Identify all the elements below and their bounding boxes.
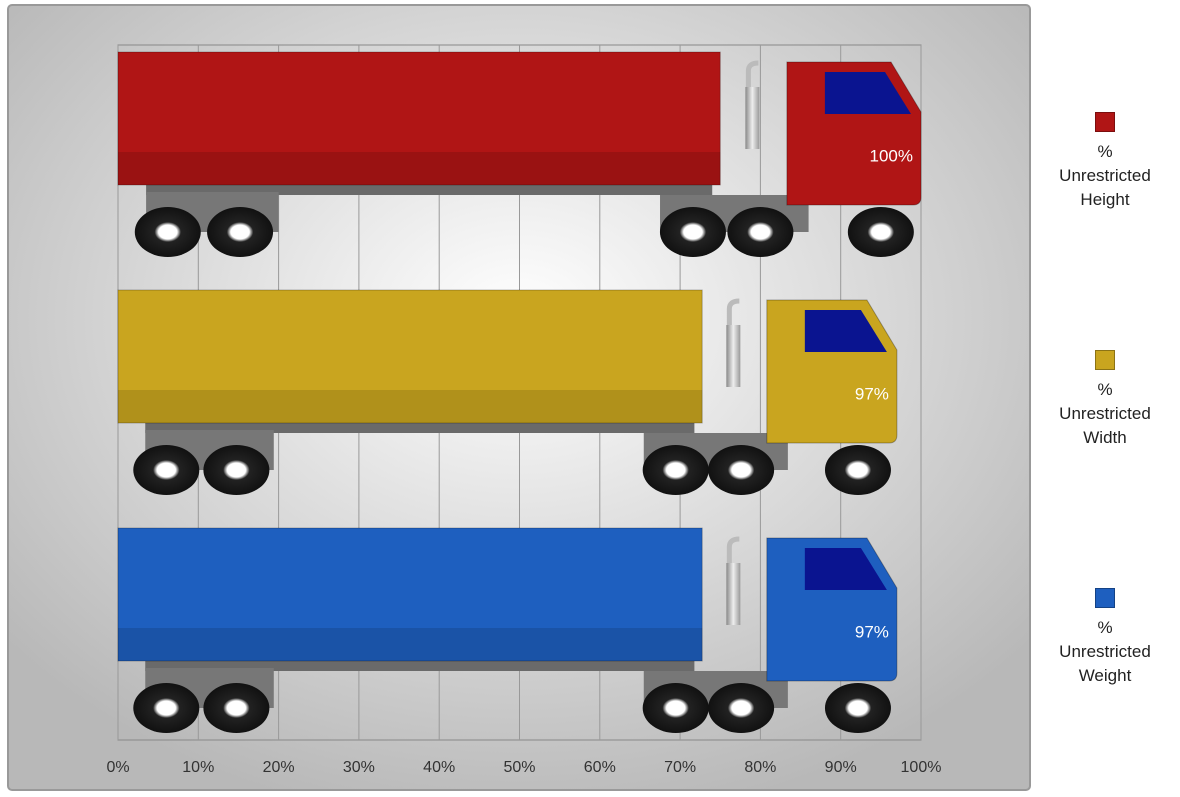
- legend-label: % Unrestricted Height: [1059, 142, 1151, 209]
- legend-swatch: [1095, 350, 1115, 370]
- x-tick-label: 90%: [825, 759, 857, 776]
- legend-label: % Unrestricted Width: [1059, 380, 1151, 447]
- trailer: [117, 527, 703, 662]
- exhaust-tip: [726, 536, 740, 563]
- wheel: [642, 683, 709, 733]
- x-tick-label: 40%: [423, 759, 455, 776]
- wheel: [659, 207, 726, 257]
- exhaust: [726, 563, 741, 625]
- wheel: [207, 207, 274, 257]
- legend-entry: % Unrestricted Height: [1030, 112, 1180, 212]
- wheel: [847, 207, 914, 257]
- cab-window: [804, 310, 887, 352]
- wheel: [824, 445, 891, 495]
- trailer-shade: [118, 628, 703, 661]
- plot: 100% 97% 97%: [117, 51, 922, 733]
- trailer: [117, 51, 721, 186]
- wheel: [824, 683, 891, 733]
- wheel: [133, 683, 200, 733]
- chassis: [145, 661, 695, 671]
- legend-swatch: [1095, 112, 1115, 132]
- x-tick-label: 30%: [343, 759, 375, 776]
- truck-bar: [117, 527, 898, 733]
- wheel: [133, 445, 200, 495]
- x-tick-label: 10%: [182, 759, 214, 776]
- wheel: [134, 207, 201, 257]
- x-tick-label: 50%: [503, 759, 535, 776]
- wheel: [708, 683, 775, 733]
- x-tick-label: 60%: [584, 759, 616, 776]
- cab-window: [824, 72, 911, 114]
- exhaust-tip: [745, 60, 759, 87]
- wheel: [708, 445, 775, 495]
- legend-swatch: [1095, 588, 1115, 608]
- exhaust: [745, 87, 760, 149]
- wheel: [727, 207, 794, 257]
- value-label: 97%: [855, 622, 889, 641]
- cab-window: [804, 548, 887, 590]
- x-tick-label: 80%: [744, 759, 776, 776]
- wheel: [642, 445, 709, 495]
- wheel: [203, 445, 270, 495]
- x-tick-label: 0%: [106, 759, 129, 776]
- chassis: [145, 423, 695, 433]
- chassis: [146, 185, 713, 195]
- x-tick-label: 100%: [901, 759, 942, 776]
- trailer: [117, 289, 703, 424]
- trailer-shade: [118, 390, 703, 423]
- legend-entry: % Unrestricted Width: [1030, 350, 1180, 450]
- truck-bar: [117, 289, 898, 495]
- legend-label: % Unrestricted Weight: [1059, 618, 1151, 685]
- x-tick-label: 70%: [664, 759, 696, 776]
- wheel: [203, 683, 270, 733]
- legend-entry: % Unrestricted Weight: [1030, 588, 1180, 688]
- value-label: 100%: [870, 146, 913, 165]
- x-tick-label: 20%: [263, 759, 295, 776]
- value-label: 97%: [855, 384, 889, 403]
- exhaust: [726, 325, 741, 387]
- exhaust-tip: [726, 298, 740, 325]
- truck-bar: [117, 51, 922, 257]
- trailer-shade: [118, 152, 721, 185]
